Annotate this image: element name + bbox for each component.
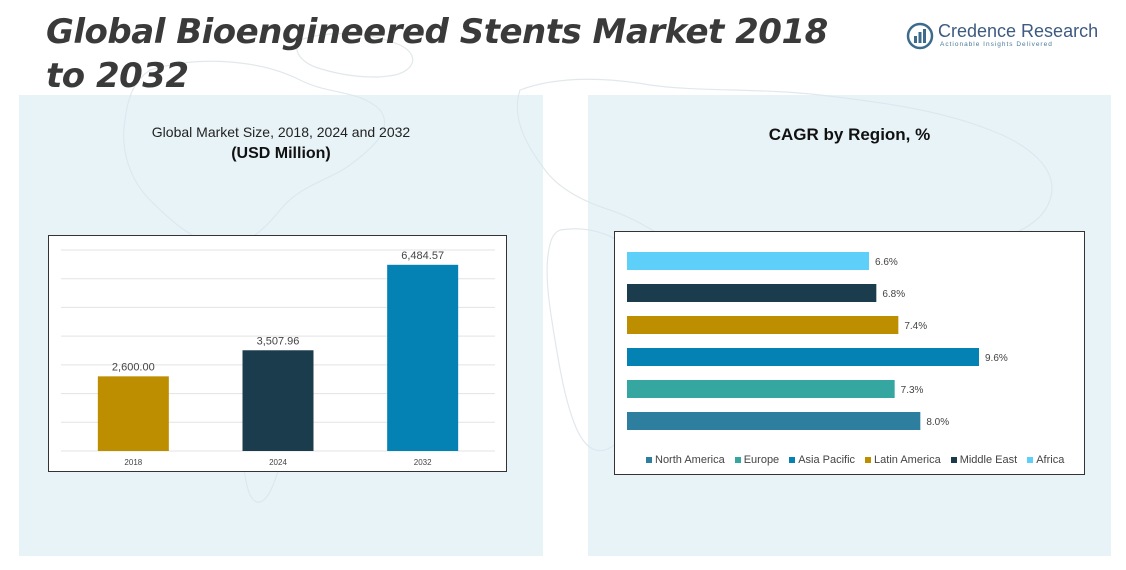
legend-swatch [734, 457, 741, 463]
legend-item-africa: Africa [1027, 452, 1064, 468]
hbar-value-label: 7.4% [904, 321, 927, 332]
cagr-chart-svg: 8.0% 7.3% 9.6% 7.4% 6.8% 6.6% [627, 252, 1008, 430]
hbar-value-label: 6.8% [882, 289, 905, 300]
cagr-chart: 8.0% 7.3% 9.6% 7.4% 6.8% 6.6% [614, 231, 1085, 475]
hbar-middle-east [627, 284, 877, 302]
hbar-value-label: 6.6% [875, 257, 898, 268]
hbar-value-label: 7.3% [901, 385, 924, 396]
hbar-europe [627, 380, 895, 398]
legend-label: Africa [1036, 454, 1065, 466]
credence-logo-icon [906, 22, 934, 50]
legend-swatch [865, 457, 872, 463]
legend-item-north-america: North America [646, 452, 725, 468]
hbar-latin-america [627, 316, 899, 334]
legend-item-middle-east: Middle East [950, 452, 1018, 468]
cagr-legend: North America Europe Asia Pacific Latin Ame… [646, 452, 1066, 468]
logo-tagline: Actionable Insights Delivered [940, 41, 1053, 48]
page-title: Global Bioengineered Stents Market 2018 … [46, 12, 828, 96]
bar-2032 [387, 264, 459, 451]
legend-swatch [646, 457, 652, 463]
bar-2024 [242, 350, 314, 451]
x-tick-label: 2032 [414, 458, 432, 467]
brand-logo: Credence Research Actionable Insights De… [906, 20, 1099, 52]
bar-value-label: 2,600.00 [112, 361, 155, 373]
market-size-chart: 2,600.00 2018 3,507.96 2024 6,484.57 2032 [48, 235, 507, 472]
bar-value-label: 6,484.57 [401, 250, 444, 262]
legend-item-europe: Europe [734, 452, 780, 468]
cagr-title: CAGR by Region, % [768, 125, 931, 144]
legend-label: Europe [743, 454, 780, 466]
hbar-north-america [627, 412, 921, 430]
market-size-unit: (USD Million) [231, 145, 331, 162]
bar-value-label: 3,507.96 [257, 335, 300, 347]
legend-label: Middle East [959, 454, 1018, 466]
hbar-value-label: 8.0% [926, 417, 949, 428]
legend-label: Asia Pacific [798, 454, 856, 466]
legend-item-latin-america: Latin America [865, 452, 941, 468]
hbar-value-label: 9.6% [985, 353, 1008, 364]
legend-swatch [950, 457, 957, 463]
logo-name: Credence Research [938, 21, 1099, 41]
x-tick-label: 2018 [124, 458, 142, 467]
hbar-africa [627, 252, 869, 270]
hbar-asia-pacific [627, 348, 979, 366]
x-tick-label: 2024 [269, 458, 287, 467]
legend-swatch [789, 457, 796, 463]
bar-2018 [97, 376, 169, 451]
legend-item-asia-pacific: Asia Pacific [789, 452, 855, 468]
legend-swatch [1027, 457, 1034, 463]
legend-label: Latin America [874, 454, 941, 466]
market-size-chart-svg: 2,600.00 2018 3,507.96 2024 6,484.57 2032 [61, 249, 495, 467]
market-size-subtitle: Global Market Size, 2018, 2024 and 2032 [151, 124, 411, 140]
legend-label: North America [655, 454, 725, 466]
